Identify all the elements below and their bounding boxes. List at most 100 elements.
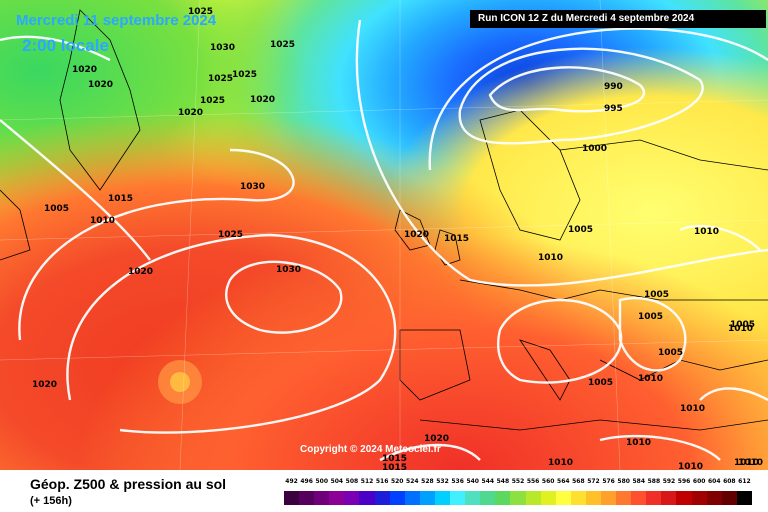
isobar-label: 1005 [44, 204, 70, 214]
isobar-label: 1025 [270, 40, 296, 50]
isobar-label: 1005 [730, 320, 756, 330]
isobar-label: 1030 [276, 265, 302, 275]
legend-swatch [480, 491, 496, 505]
legend-swatch [676, 491, 692, 505]
legend-swatch [284, 491, 300, 505]
legend-label: 524 [406, 478, 419, 485]
isobar-label: 1015 [108, 194, 134, 204]
isobar-label: 1010 [694, 227, 720, 237]
isobar-label: 1010 [678, 462, 704, 472]
isobar-label: 1015 [382, 463, 408, 473]
isobar-label: 1010 [734, 458, 760, 468]
isobar-label: 1020 [424, 434, 450, 444]
isobar-label: 1010 [90, 216, 116, 226]
legend-label: 588 [647, 478, 661, 485]
legend-label: 512 [360, 478, 374, 485]
isobar-label: 1010 [738, 458, 764, 468]
legend-swatch [450, 491, 466, 505]
legend-label: 572 [587, 478, 600, 485]
legend-label: 536 [451, 478, 464, 485]
legend-swatch [631, 491, 647, 505]
legend-label: 504 [330, 478, 344, 485]
legend-swatch [585, 491, 601, 505]
legend-swatch [465, 491, 481, 505]
legend-swatch [525, 491, 541, 505]
valid-date-title: Mercredi 11 septembre 2024 [16, 12, 217, 29]
isobar-label: 1015 [382, 454, 408, 464]
isobar-label: 1025 [208, 74, 234, 84]
legend-label: 608 [723, 478, 736, 485]
legend-swatch [389, 491, 405, 505]
isobars [0, 19, 768, 462]
legend-swatch [404, 491, 420, 505]
legend-label: 492 [285, 478, 298, 485]
isobar-label: 1010 [626, 438, 652, 448]
legend-label: 500 [315, 478, 328, 485]
isobar-label: 1005 [568, 225, 594, 235]
isobar-label: 1020 [178, 108, 204, 118]
isobar-label: 1000 [582, 144, 608, 154]
legend-label: 596 [677, 478, 691, 485]
isobar-label: 990 [604, 82, 623, 92]
legend-swatch [706, 491, 722, 505]
legend-swatch [299, 491, 315, 505]
isobar-label: 1005 [644, 290, 670, 300]
legend-label: 576 [602, 478, 615, 485]
isobar-label: 1010 [638, 374, 664, 384]
isobar-label: 1010 [538, 253, 564, 263]
legend-swatch [434, 491, 451, 505]
legend-swatch [570, 491, 586, 505]
legend-swatch [314, 491, 330, 505]
legend-swatch [359, 491, 375, 505]
legend-swatch [646, 491, 662, 505]
legend-label: 496 [300, 478, 313, 485]
legend-swatch [736, 491, 752, 505]
weather-map [0, 0, 768, 470]
isobar-label: 1025 [200, 96, 226, 106]
isobar-label: 1010 [728, 324, 754, 334]
legend-label: 548 [496, 478, 510, 485]
legend-label: 564 [557, 478, 570, 485]
isobar-label: 1025 [232, 70, 258, 80]
legend-label: 532 [436, 478, 449, 485]
copyright-text: Copyright © 2024 Meteociel.fr [300, 444, 441, 455]
isobar-label: 1015 [444, 234, 470, 244]
isobar-label: 1020 [72, 65, 98, 75]
legend-label: 568 [572, 478, 585, 485]
legend-swatch [555, 491, 571, 505]
isobar-label: 1020 [32, 380, 58, 390]
legend-label: 540 [466, 478, 479, 485]
isobar-label: 1010 [680, 404, 706, 414]
legend-label: 584 [632, 478, 646, 485]
legend-labels: 492 496 500 504 508 512 516 520 524 528 532 536 540 5… [284, 478, 752, 488]
legend-label: 516 [375, 478, 389, 485]
legend-swatch [661, 491, 677, 505]
legend-label: 528 [421, 478, 434, 485]
isobar-label: 1020 [128, 267, 154, 277]
legend-label: 604 [707, 478, 721, 485]
lead-time-label: (+ 156h) [30, 495, 72, 507]
legend-label: 520 [390, 478, 404, 485]
legend-swatch [329, 491, 345, 505]
legend-label: 560 [541, 478, 555, 485]
isobar-label: 1025 [218, 230, 244, 240]
isobar-label: 1005 [658, 348, 684, 358]
legend-swatch [616, 491, 632, 505]
legend-label: 592 [662, 478, 676, 485]
legend-swatch [495, 491, 511, 505]
legend-swatch [374, 491, 390, 505]
isobar-label: 1005 [588, 378, 614, 388]
color-legend [284, 491, 752, 505]
legend-label: 552 [511, 478, 525, 485]
isobar-label: 1020 [404, 230, 430, 240]
legend-swatch [600, 491, 617, 505]
legend-label: 508 [345, 478, 359, 485]
isobar-label: 1005 [638, 312, 664, 322]
isobar-label: 1010 [548, 458, 574, 468]
legend-label: 600 [692, 478, 706, 485]
isobar-label: 1030 [240, 182, 266, 192]
grid [0, 0, 768, 470]
valid-time-title: 2:00 locale [22, 36, 109, 55]
legend-label: 556 [526, 478, 540, 485]
